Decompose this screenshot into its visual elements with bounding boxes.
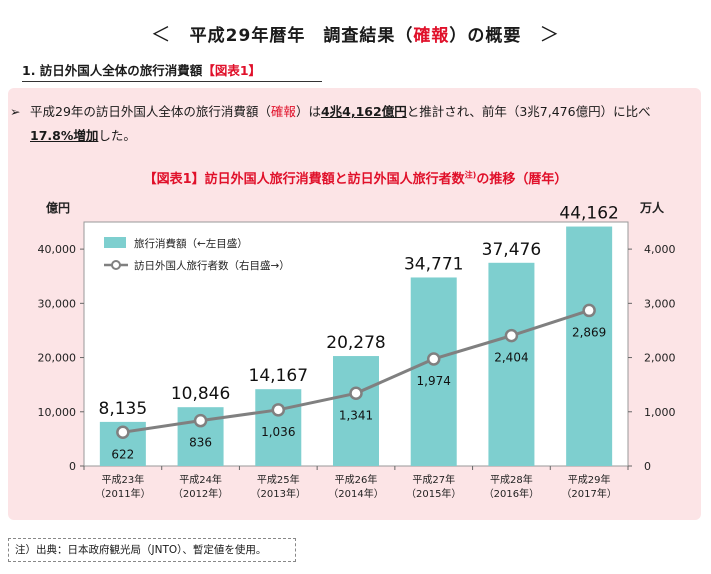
bar-value-label: 44,162 xyxy=(559,204,618,224)
line-value-label: 2,869 xyxy=(572,325,606,339)
chart-title-sup: 注) xyxy=(464,170,477,180)
line-point xyxy=(271,403,286,417)
x-axis-tick-label: 平成29年 xyxy=(568,473,611,486)
line-value-label: 836 xyxy=(189,436,212,450)
bar xyxy=(566,226,613,466)
left-axis-unit: 億円 xyxy=(46,200,70,215)
left-axis-tick-label: 10,000 xyxy=(38,406,77,419)
summary-text: ➢ 平成29年の訪日外国人全体の旅行消費額（確報）は4兆4,162億円と推計され、… xyxy=(10,100,690,148)
legend-bar-label: 旅行消費額（←左目盛） xyxy=(134,237,248,250)
page-title-prefix: 調査結果（ xyxy=(323,26,414,46)
line-point xyxy=(504,328,519,343)
left-axis-tick-label: 20,000 xyxy=(38,352,77,365)
bar-value-label: 34,771 xyxy=(404,254,463,274)
legend-line-marker xyxy=(111,260,121,270)
summary-part1: 平成29年の訪日外国人全体の旅行消費額（ xyxy=(30,104,271,119)
chart-title: 【図表1】訪日外国人旅行消費額と訪日外国人旅行者数注)の推移（暦年） xyxy=(0,168,711,187)
line-value-label: 1,036 xyxy=(261,425,295,439)
bar-value-label: 10,846 xyxy=(171,384,230,404)
right-axis-tick-label: 0 xyxy=(644,460,651,473)
x-axis-tick-label: 平成28年 xyxy=(490,473,533,486)
x-axis-tick-sublabel: （2016年） xyxy=(484,487,539,500)
bar-value-label: 8,135 xyxy=(99,399,148,419)
right-axis-unit: 万人 xyxy=(639,200,665,215)
left-axis-tick-label: 30,000 xyxy=(38,297,77,310)
line-point xyxy=(582,303,596,318)
right-axis-tick-label: 1,000 xyxy=(644,406,676,419)
legend-bar-swatch xyxy=(104,237,126,248)
summary-total: 4兆4,162億円 xyxy=(320,104,407,119)
x-axis-tick-sublabel: （2011年） xyxy=(95,487,150,500)
bullet-arrow-icon: ➢ xyxy=(10,104,21,119)
left-axis-tick-label: 0 xyxy=(69,460,76,473)
line-value-label: 1,974 xyxy=(417,374,451,388)
bar-value-label: 14,167 xyxy=(249,366,308,386)
bar-value-label: 37,476 xyxy=(482,240,541,260)
line-point xyxy=(349,386,363,401)
page-title-year: 平成29年暦年 xyxy=(189,26,306,46)
right-axis-tick-label: 4,000 xyxy=(644,243,676,256)
bar xyxy=(333,356,379,466)
next-arrow-icon: ＞ xyxy=(539,22,561,46)
summary-red: 確報 xyxy=(270,104,296,119)
prev-arrow-icon: ＜ xyxy=(150,22,172,46)
x-axis-tick-label: 平成23年 xyxy=(101,473,144,486)
section-heading: 1. 訪日外国人全体の旅行消費額【図表1】 xyxy=(22,60,322,82)
legend-line-label: 訪日外国人旅行者数（右目盛→） xyxy=(134,259,290,272)
chart-title-main: 【図表1】訪日外国人旅行消費額と訪日外国人旅行者数 xyxy=(143,172,465,187)
x-axis-tick-label: 平成26年 xyxy=(335,473,378,486)
page-title: ＜ 平成29年暦年 調査結果（確報）の概要 ＞ xyxy=(0,18,711,47)
x-axis-tick-sublabel: （2012年） xyxy=(173,487,228,500)
source-note: 注）出典：日本政府観光局（JNTO）、暫定値を使用。 xyxy=(8,538,296,562)
line-point xyxy=(193,413,208,428)
bar xyxy=(488,262,535,466)
line-value-label: 622 xyxy=(111,447,134,461)
x-axis-tick-sublabel: （2013年） xyxy=(251,487,306,500)
bar xyxy=(410,277,457,466)
section-heading-text: 1. 訪日外国人全体の旅行消費額 xyxy=(22,63,203,78)
x-axis-tick-label: 平成25年 xyxy=(257,473,300,486)
line-point xyxy=(116,425,130,440)
x-axis-tick-sublabel: （2017年） xyxy=(561,487,616,500)
summary-part4: した。 xyxy=(98,128,136,143)
summary-part2: ）は xyxy=(295,104,321,119)
x-axis-tick-sublabel: （2015年） xyxy=(406,487,461,500)
page-title-red: 確報 xyxy=(413,26,450,46)
right-axis-tick-label: 2,000 xyxy=(644,352,676,365)
page-title-suffix: ）の概要 xyxy=(449,26,522,46)
summary-part3: と推計され、前年（3兆7,476億円）に比べ xyxy=(406,104,651,119)
x-axis-tick-label: 平成24年 xyxy=(179,473,222,486)
line-value-label: 2,404 xyxy=(494,351,528,365)
x-axis-tick-label: 平成27年 xyxy=(412,473,455,486)
line-point xyxy=(426,352,441,366)
summary-growth: 17.8%増加 xyxy=(30,128,99,143)
chart-title-tail: の推移（暦年） xyxy=(476,172,568,187)
right-axis-tick-label: 3,000 xyxy=(644,297,676,310)
section-heading-ref: 【図表1】 xyxy=(202,63,262,78)
left-axis-tick-label: 40,000 xyxy=(38,243,77,256)
x-axis-tick-sublabel: （2014年） xyxy=(328,487,383,500)
combo-chart: 0 10,000 20,000 30,000 40,000 億円 0 1,000 2,000 3,… xyxy=(38,200,676,500)
bar xyxy=(255,389,302,466)
bar-value-label: 20,278 xyxy=(326,333,385,353)
line-value-label: 1,341 xyxy=(339,408,373,422)
